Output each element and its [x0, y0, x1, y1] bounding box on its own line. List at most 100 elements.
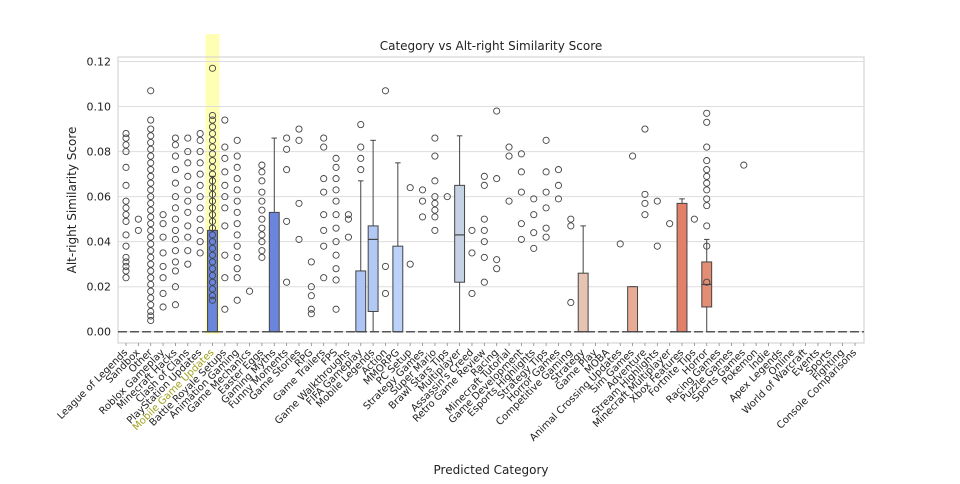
outlier-point [196, 148, 204, 156]
outlier-point [159, 220, 167, 228]
outlier-point [332, 238, 340, 246]
outlier-point [554, 181, 563, 189]
outlier-point [517, 168, 525, 176]
outlier-point [703, 143, 711, 151]
outlier-point [320, 143, 328, 151]
outlier-point [196, 215, 204, 223]
outlier-point [703, 195, 711, 203]
outlier-point [147, 145, 155, 153]
outlier-point [196, 136, 204, 144]
outlier-point [208, 197, 217, 205]
outlier-point [616, 240, 624, 248]
outlier-point [122, 204, 130, 212]
outlier-point [147, 220, 155, 228]
outlier-point [641, 125, 649, 133]
outlier-point [258, 197, 266, 205]
outlier-point [418, 197, 427, 205]
outlier-point [159, 303, 167, 311]
outlier-point [258, 206, 266, 214]
outlier-point [221, 116, 229, 124]
outlier-point [171, 267, 179, 275]
outlier-point [171, 166, 179, 174]
y-tick-label: 0.10 [87, 101, 112, 114]
outlier-point [233, 265, 241, 273]
outlier-point [493, 175, 501, 183]
outlier-point [320, 274, 328, 282]
outlier-point [147, 301, 155, 309]
outlier-point [295, 199, 303, 207]
outlier-point [147, 267, 155, 275]
outlier-point [171, 258, 179, 266]
outlier-point [233, 274, 241, 282]
outlier-point [171, 152, 179, 160]
outlier-point [208, 258, 217, 266]
outlier-point [517, 188, 525, 196]
outlier-point [431, 199, 439, 207]
outlier-point [208, 163, 217, 171]
outlier-point [208, 231, 217, 239]
box-Sim Games [627, 286, 639, 333]
outlier-point [320, 211, 328, 219]
outlier-point [740, 161, 748, 169]
outlier-point [171, 226, 179, 234]
outlier-point [147, 116, 155, 124]
outlier-point [431, 206, 439, 214]
outlier-point [332, 276, 340, 284]
outlier-point [147, 186, 155, 194]
outlier-point [320, 226, 328, 234]
outlier-point [196, 193, 204, 201]
outlier-point [147, 139, 155, 147]
outlier-point [208, 130, 217, 138]
outlier-point [122, 262, 130, 270]
outlier-point [629, 152, 637, 160]
box-Mobile Legends [367, 225, 379, 312]
outlier-point [208, 244, 217, 252]
y-tick-label: 0.00 [87, 326, 112, 339]
chart-title: Category vs Alt-right Similarity Score [380, 39, 603, 53]
outlier-point [542, 224, 550, 232]
outlier-point [208, 177, 217, 185]
outlier-point [122, 242, 130, 250]
box-Strategy [577, 272, 589, 333]
outlier-point [542, 136, 550, 144]
outlier-point [147, 287, 155, 295]
outlier-point [147, 280, 155, 288]
outlier-point [196, 226, 204, 234]
outlier-point [517, 220, 525, 228]
outlier-point [283, 278, 291, 286]
outlier-point [233, 253, 241, 261]
outlier-point [147, 253, 155, 261]
outlier-point [147, 213, 155, 221]
outlier-point [184, 208, 192, 216]
outlier-point [357, 166, 365, 174]
outlier-point [468, 249, 476, 257]
outlier-point [295, 235, 303, 243]
outlier-point [171, 283, 179, 291]
outlier-point [122, 253, 130, 261]
outlier-point [233, 220, 241, 228]
outlier-point [418, 186, 427, 194]
outlier-point [208, 217, 217, 225]
outlier-point [332, 163, 340, 171]
outlier-point [159, 262, 167, 270]
outlier-point [147, 274, 155, 282]
outlier-point [332, 175, 340, 183]
outlier-point [480, 278, 488, 286]
outlier-point [332, 305, 340, 313]
outlier-point [147, 125, 155, 133]
outlier-point [641, 190, 649, 198]
outlier-point [703, 109, 711, 117]
outlier-point [307, 283, 315, 291]
outlier-point [431, 226, 439, 234]
outlier-point [196, 238, 204, 246]
outlier-point [147, 312, 155, 320]
outlier-point [468, 289, 476, 298]
outlier-point [332, 197, 340, 205]
outlier-point [147, 260, 155, 268]
outlier-point [221, 274, 229, 282]
outlier-point [147, 307, 155, 316]
outlier-point [221, 143, 229, 151]
outlier-point [703, 242, 711, 250]
outlier-point [233, 136, 241, 144]
outlier-point [147, 159, 155, 167]
